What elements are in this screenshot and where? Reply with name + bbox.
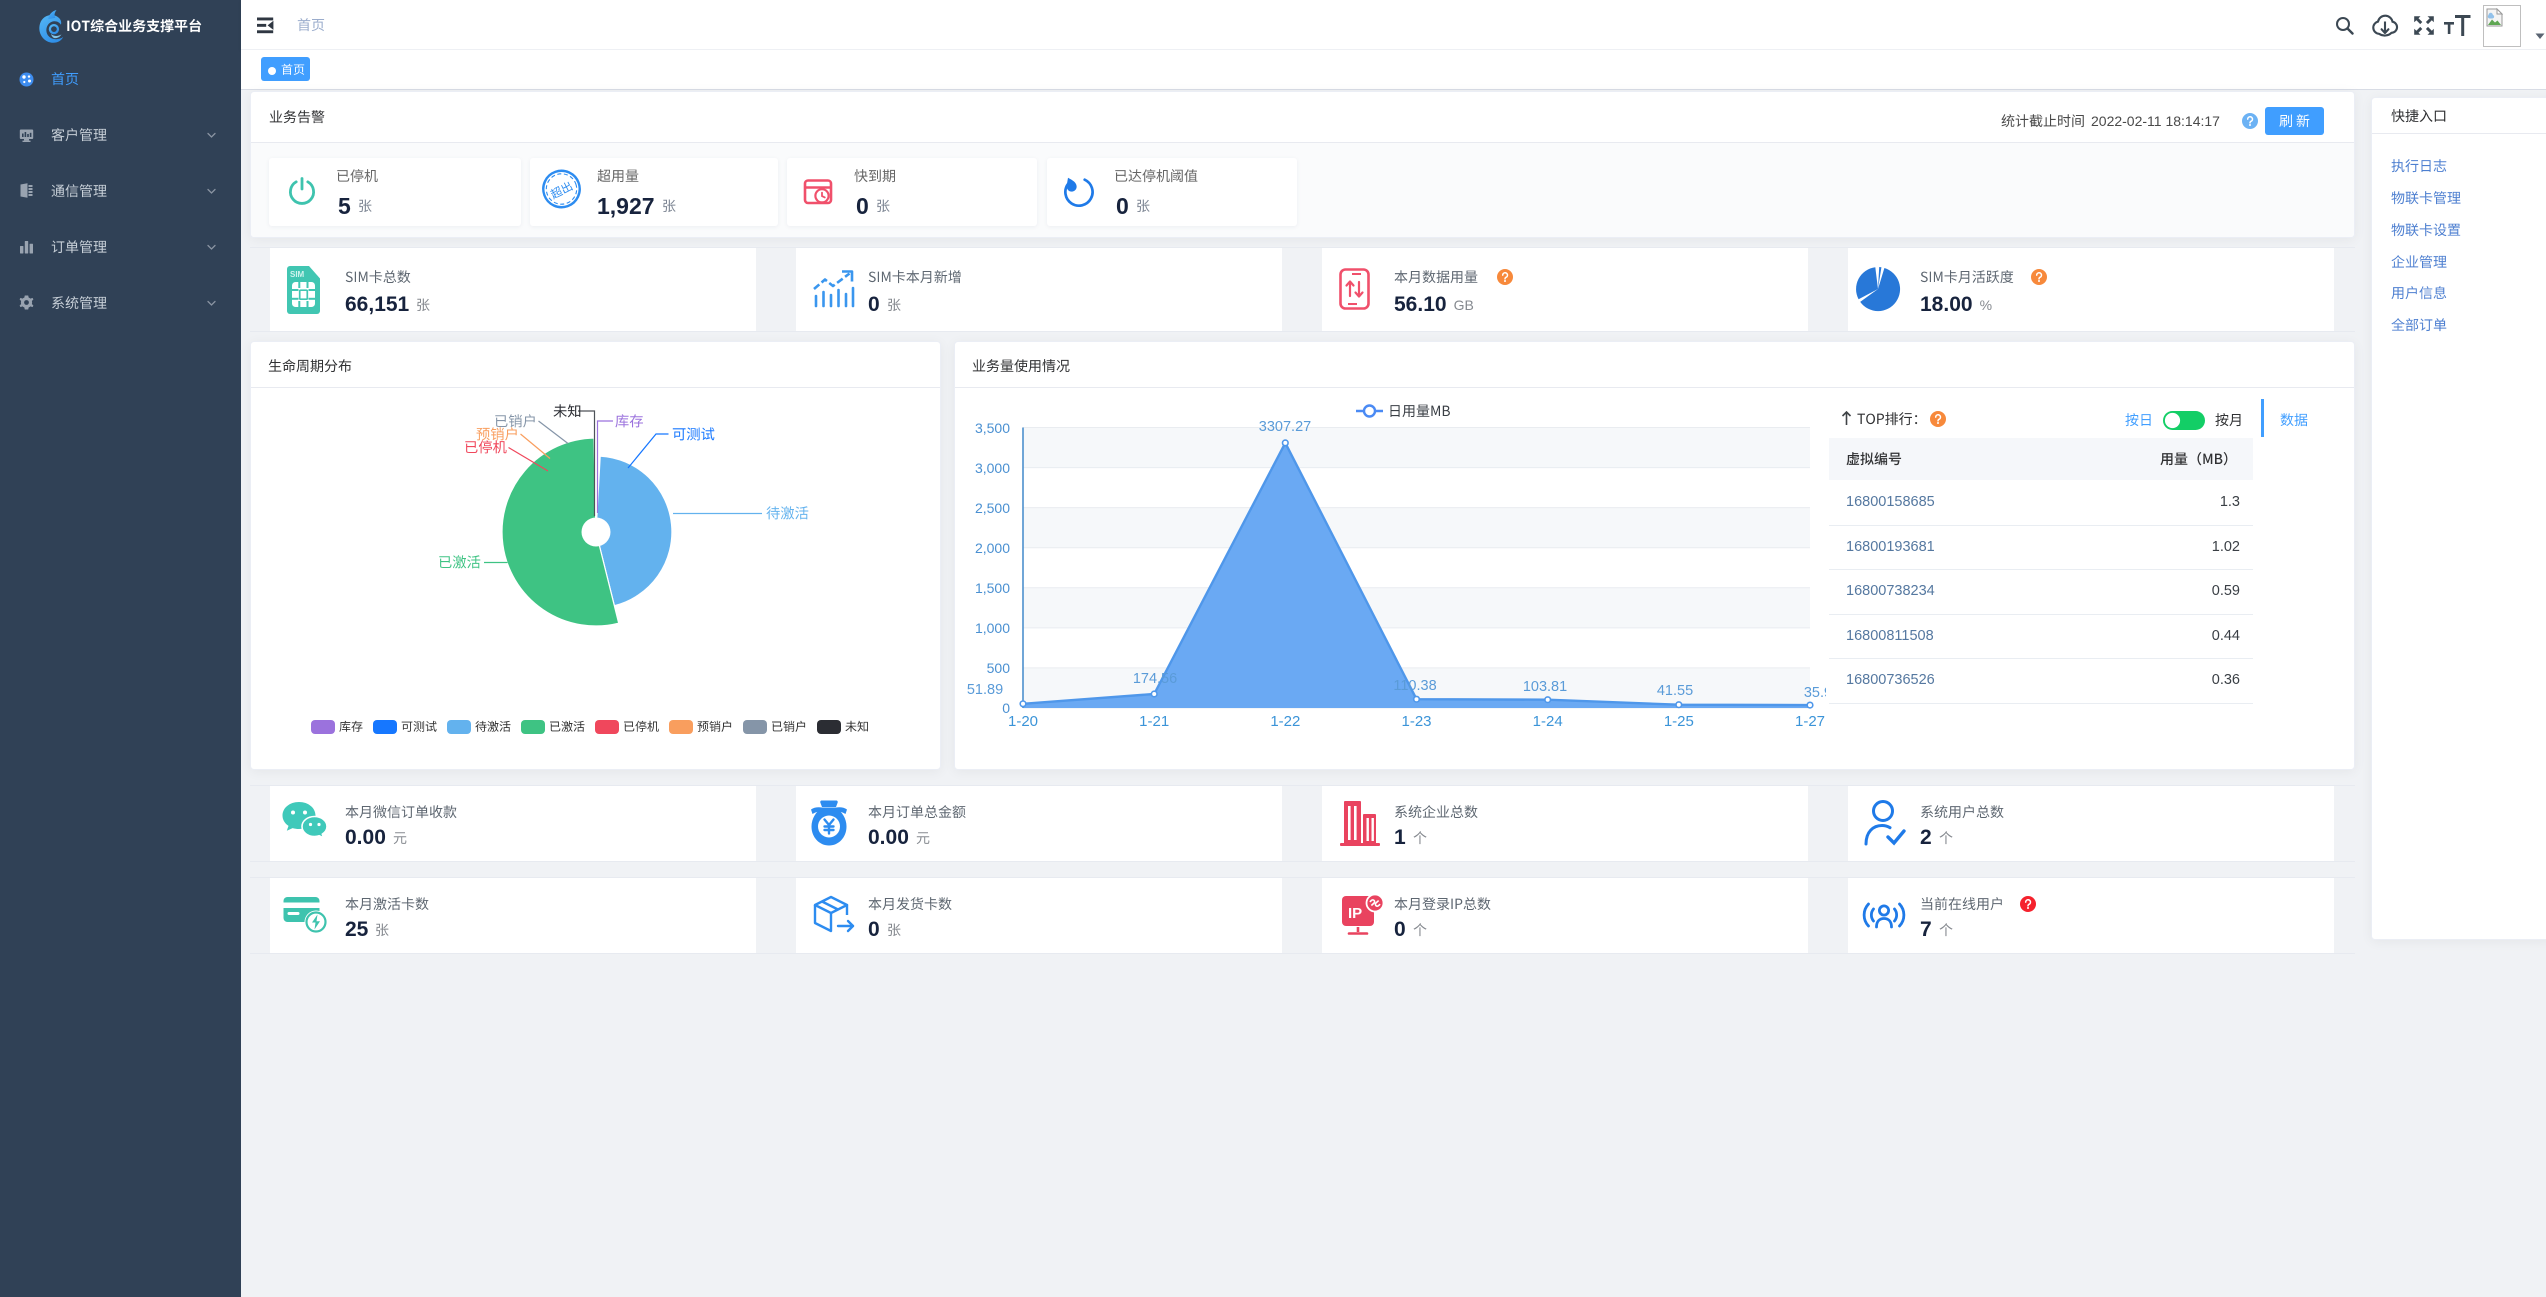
svg-text:IP: IP <box>1348 905 1362 922</box>
svg-text:SIM: SIM <box>290 270 305 279</box>
